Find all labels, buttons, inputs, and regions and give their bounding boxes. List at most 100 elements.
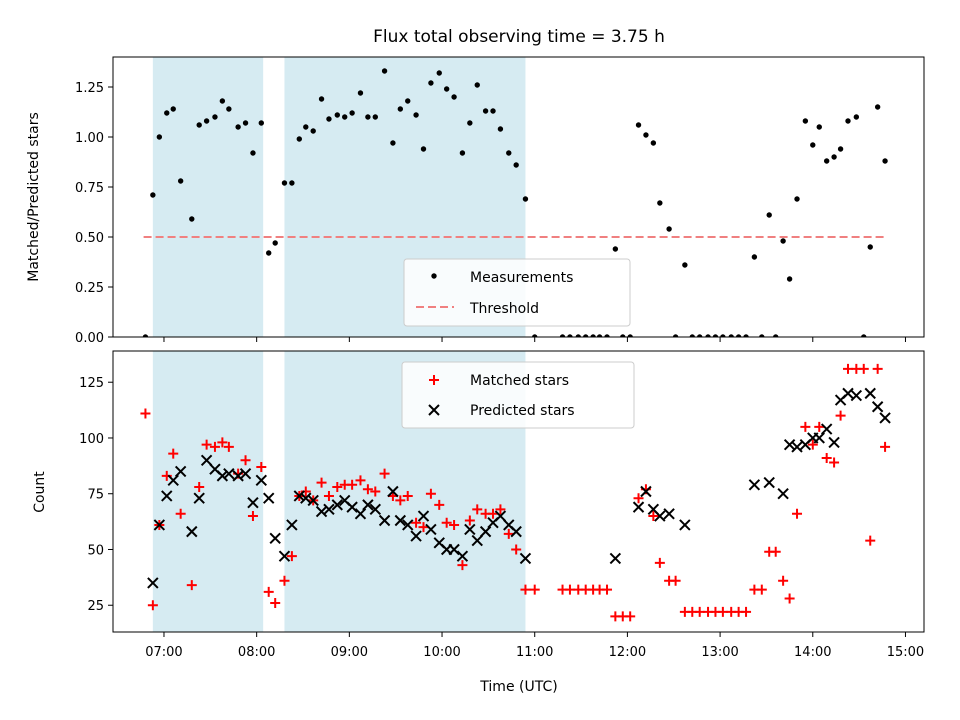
predicted-star-point	[307, 494, 319, 507]
predicted-star-point	[850, 389, 863, 402]
measurement-point	[443, 86, 450, 92]
predicted-star-point	[216, 470, 229, 482]
measurement-point	[405, 98, 411, 104]
matched-star-point	[807, 439, 818, 450]
predicted-star-point	[640, 485, 652, 498]
measurement-point	[342, 114, 348, 120]
measurement-point	[226, 106, 232, 112]
measurement-point	[281, 180, 288, 186]
matched-star-point	[370, 486, 381, 497]
measurement-point	[672, 334, 679, 337]
measurement-point	[697, 334, 703, 337]
matched-star-point	[323, 490, 334, 501]
matched-star-point	[842, 363, 853, 374]
measurement-point	[794, 196, 800, 202]
predicted-star-point	[200, 454, 213, 466]
measurement-point	[861, 334, 867, 337]
x-axis-label: Time (UTC)	[479, 679, 557, 695]
measurement-point	[712, 334, 719, 337]
predicted-star-point	[331, 499, 344, 511]
matched-star-point	[270, 598, 281, 609]
predicted-star-point	[777, 488, 789, 500]
y-tick-label: 1.00	[75, 131, 104, 146]
predicted-star-point	[387, 485, 399, 498]
measurement-point	[310, 128, 316, 134]
measurement-point	[582, 334, 589, 337]
measurement-point	[575, 334, 581, 337]
measurement-point	[837, 146, 844, 152]
measurement-point	[867, 244, 873, 250]
measurement-point	[413, 112, 419, 118]
matched-star-point	[670, 575, 681, 586]
matched-star-point	[263, 586, 274, 597]
measurement-point	[786, 276, 793, 282]
measurement-point	[258, 120, 264, 126]
matched-star-point	[648, 511, 659, 522]
matched-star-point	[457, 560, 468, 571]
measurement-point	[212, 114, 218, 120]
measurement-point	[874, 104, 881, 110]
y-tick-label: 0.00	[75, 331, 104, 346]
measurement-point	[567, 334, 573, 337]
predicted-star-point	[247, 496, 259, 509]
plot-area	[140, 351, 891, 632]
matched-star-point	[217, 437, 228, 448]
predicted-star-point	[269, 532, 281, 545]
measurement-point	[522, 196, 529, 202]
predicted-star-point	[494, 510, 507, 522]
observing-window-shade	[152, 57, 264, 337]
measurement-point	[250, 150, 256, 156]
measurement-point	[604, 334, 610, 337]
matched-star-point	[411, 517, 422, 528]
measurement-point	[773, 334, 779, 337]
measurement-point	[467, 120, 473, 126]
legend-box	[401, 361, 635, 429]
count-panel: 25 50 75 100 125 07:00 08:00 09:00 10:00 11:00 12:…	[79, 350, 925, 660]
predicted-star-point	[425, 523, 437, 536]
matched-star-point	[784, 593, 795, 604]
measurement-point	[635, 122, 642, 128]
matched-star-point	[194, 482, 205, 493]
predicted-star-point	[278, 550, 291, 562]
measurement-point	[272, 240, 278, 246]
x-tick-label: 07:00	[145, 645, 182, 660]
matched-star-point	[147, 600, 158, 611]
matched-star-point	[201, 439, 212, 450]
chart-title: Flux total observing time = 3.75 h	[373, 27, 665, 47]
matched-star-point	[488, 508, 499, 519]
matched-star-point	[379, 468, 390, 479]
matched-star-point	[168, 448, 179, 459]
measurement-point	[189, 216, 195, 222]
predicted-star-point	[864, 387, 876, 400]
matched-star-point	[209, 441, 220, 452]
axes-frame	[112, 350, 925, 633]
y-tick-label: 0.50	[75, 231, 104, 246]
legend-threshold-label: Threshold	[469, 301, 539, 317]
matched-star-point	[756, 584, 767, 595]
matched-star-point	[355, 475, 366, 486]
measurement-point	[643, 132, 649, 138]
predicted-star-point	[479, 525, 492, 538]
predicted-star-point	[871, 401, 884, 413]
predicted-star-point	[748, 479, 761, 491]
predicted-star-point	[232, 470, 244, 482]
y-tick-label: 0.75	[75, 181, 104, 196]
predicted-star-point	[519, 552, 532, 565]
predicted-star-point	[828, 436, 840, 449]
x-tick-label: 14:00	[794, 645, 831, 660]
measurement-point	[497, 126, 504, 132]
axes-frame	[112, 56, 925, 338]
matched-star-point	[654, 557, 665, 568]
matched-star-point	[835, 410, 846, 421]
measurement-point	[349, 110, 355, 116]
measurement-point	[682, 262, 688, 268]
predicted-star-point	[300, 492, 312, 504]
matched-star-point	[814, 421, 825, 432]
matched-star-point	[472, 504, 483, 515]
measurement-point	[219, 98, 226, 104]
legend-matched-marker	[429, 375, 439, 385]
predicted-star-point	[193, 492, 205, 504]
x-tick-label: 13:00	[701, 645, 738, 660]
matched-star-point	[503, 528, 514, 539]
